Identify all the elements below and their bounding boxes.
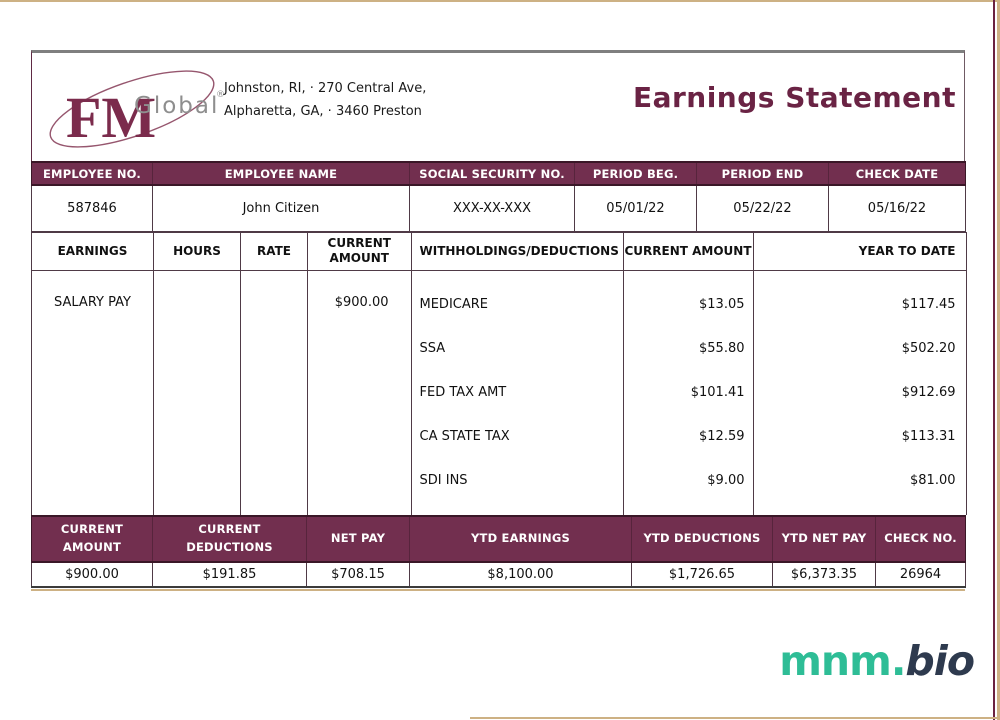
logo-fm-text: FM [66, 85, 156, 150]
header-check-date: CHECK DATE [828, 161, 966, 186]
deduction-row-ca-state-tax: CA STATE TAX $12.59 $113.31 [410, 414, 967, 458]
deduction-label: FED TAX AMT [410, 370, 623, 414]
header-employee-no: EMPLOYEE NO. [31, 161, 153, 186]
sum-current-deductions-value: $191.85 [152, 561, 307, 588]
logo-ellipse-icon: FM Global ® [49, 70, 225, 150]
page-title: Earnings Statement [632, 81, 956, 114]
company-address: Johnston, RI, · 270 Central Ave, Alphare… [224, 78, 426, 124]
address-line-1: Johnston, RI, · 270 Central Ave, [224, 81, 427, 96]
ytd-earnings-value: $8,100.00 [409, 561, 632, 588]
header-ded-current-amount: CURRENT AMOUNT [622, 231, 754, 271]
employee-name-value: John Citizen [152, 184, 410, 232]
employee-info-table: EMPLOYEE NO. EMPLOYEE NAME SOCIAL SECURI… [31, 161, 966, 232]
statement-document: FM Global ® Johnston, RI, · 270 Central … [31, 50, 967, 591]
header-earnings: EARNINGS [31, 231, 154, 271]
page-edge-right [997, 0, 1000, 720]
summary-header-row: CURRENT AMOUNT CURRENT DEDUCTIONS NET PA… [31, 515, 966, 563]
header-current-amount: CURRENT AMOUNT [307, 231, 411, 271]
net-pay-value: $708.15 [306, 561, 410, 588]
header-employee-name: EMPLOYEE NAME [152, 161, 410, 186]
earnings-deductions-section: EARNINGS HOURS RATE CURRENT AMOUNT SALAR… [31, 231, 967, 515]
deduction-ytd: $81.00 [752, 458, 967, 502]
deduction-current: $101.41 [622, 370, 753, 414]
deduction-row-ssa: SSA $55.80 $502.20 [410, 326, 967, 370]
deduction-row-medicare: MEDICARE $13.05 $117.45 [410, 282, 967, 326]
header-net-pay: NET PAY [306, 515, 410, 563]
earnings-header-row: EARNINGS HOURS RATE CURRENT AMOUNT [31, 231, 411, 271]
hours-value [153, 270, 241, 515]
deduction-ytd: $502.20 [752, 326, 967, 370]
page-edge-right-accent [993, 0, 995, 720]
header-period-beg: PERIOD BEG. [574, 161, 697, 186]
sum-current-amount-value: $900.00 [31, 561, 153, 588]
header-year-to-date: YEAR TO DATE [752, 231, 967, 271]
deduction-current: $55.80 [622, 326, 753, 370]
header-check-no: CHECK NO. [875, 515, 966, 563]
period-beg-value: 05/01/22 [574, 184, 697, 232]
header-sum-current-amount: CURRENT AMOUNT [31, 515, 153, 563]
watermark-mnm: mnm. [779, 637, 906, 685]
check-no-value: 26964 [875, 561, 966, 588]
deduction-row-fed-tax: FED TAX AMT $101.41 $912.69 [410, 370, 967, 414]
logo-global-text: Global [134, 93, 219, 119]
header-ytd-net-pay: YTD NET PAY [772, 515, 876, 563]
deduction-label: SSA [410, 326, 623, 370]
page-edge-top [0, 0, 1000, 2]
deduction-ytd: $113.31 [752, 414, 967, 458]
address-line-2: Alpharetta, GA, · 3460 Preston [224, 103, 422, 119]
employee-header-row: EMPLOYEE NO. EMPLOYEE NAME SOCIAL SECURI… [31, 161, 966, 186]
deduction-label: MEDICARE [410, 282, 623, 326]
ytd-net-pay-value: $6,373.35 [772, 561, 876, 588]
statement-header: FM Global ® Johnston, RI, · 270 Central … [31, 50, 965, 161]
header-ytd-deductions: YTD DEDUCTIONS [631, 515, 773, 563]
check-date-value: 05/16/22 [828, 184, 966, 232]
deduction-current: $9.00 [622, 458, 753, 502]
deduction-label: SDI INS [410, 458, 623, 502]
deduction-current: $13.05 [622, 282, 753, 326]
current-amount-value: $900.00 [307, 270, 411, 515]
header-period-end: PERIOD END [696, 161, 829, 186]
earnings-type-value: SALARY PAY [31, 270, 154, 515]
ytd-deductions-value: $1,726.65 [631, 561, 773, 588]
employee-no-value: 587846 [31, 184, 153, 232]
deduction-row-sdi-ins: SDI INS $9.00 $81.00 [410, 458, 967, 502]
mnm-bio-logo: mnm.bio [779, 637, 975, 685]
employee-values-row: 587846 John Citizen XXX-XX-XXX 05/01/22 … [31, 184, 966, 232]
header-withholdings: WITHHOLDINGS/DEDUCTIONS [410, 231, 624, 271]
earnings-table: EARNINGS HOURS RATE CURRENT AMOUNT SALAR… [31, 231, 411, 515]
header-sum-current-deductions: CURRENT DEDUCTIONS [152, 515, 307, 563]
deduction-label: CA STATE TAX [410, 414, 623, 458]
header-ssn: SOCIAL SECURITY NO. [409, 161, 575, 186]
ssn-value: XXX-XX-XXX [409, 184, 575, 232]
summary-values-row: $900.00 $191.85 $708.15 $8,100.00 $1,726… [31, 561, 966, 588]
deduction-current: $12.59 [622, 414, 753, 458]
summary-table: CURRENT AMOUNT CURRENT DEDUCTIONS NET PA… [31, 515, 966, 588]
header-hours: HOURS [153, 231, 241, 271]
fm-global-logo: FM Global ® [40, 55, 230, 161]
deduction-ytd: $912.69 [752, 370, 967, 414]
watermark-bio: bio [905, 637, 975, 685]
header-rate: RATE [240, 231, 308, 271]
deduction-ytd: $117.45 [752, 282, 967, 326]
deductions-header-row: WITHHOLDINGS/DEDUCTIONS CURRENT AMOUNT Y… [410, 231, 967, 271]
period-end-value: 05/22/22 [696, 184, 829, 232]
logo-registered-mark: ® [216, 90, 225, 100]
deductions-table: WITHHOLDINGS/DEDUCTIONS CURRENT AMOUNT Y… [410, 231, 967, 515]
table-bottom-accent [31, 589, 965, 591]
header-ytd-earnings: YTD EARNINGS [409, 515, 632, 563]
page-edge-bottom [470, 717, 1000, 719]
rate-value [240, 270, 308, 515]
earnings-body-row: SALARY PAY $900.00 [31, 270, 411, 515]
